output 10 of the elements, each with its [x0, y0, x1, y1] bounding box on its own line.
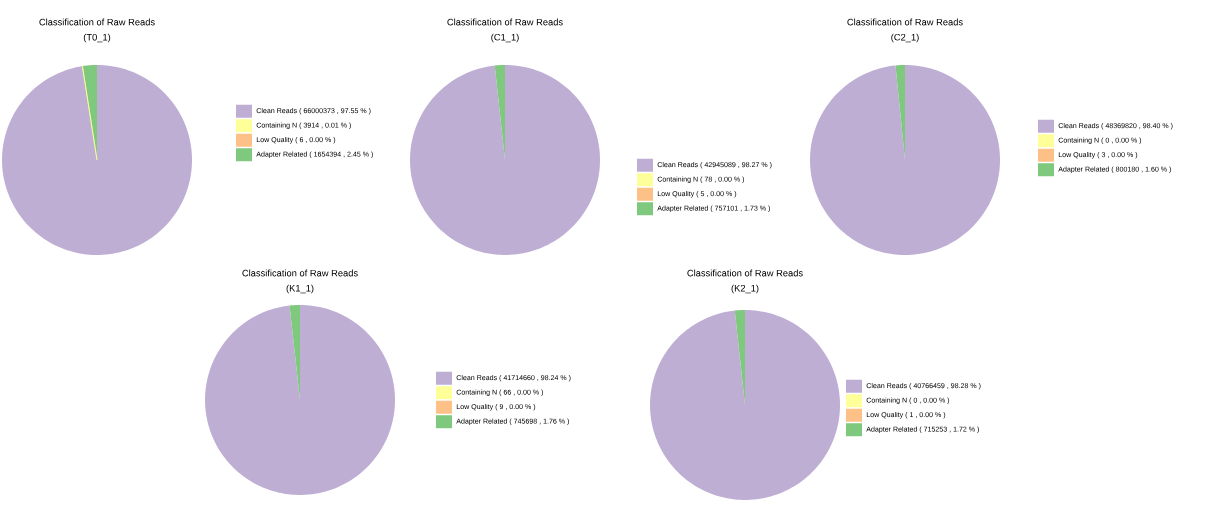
chart-subtitle: (C1_1) — [491, 33, 519, 43]
chart-title: Classification of Raw Reads — [242, 269, 358, 277]
chart-subtitle: (K2_1) — [731, 284, 759, 294]
chart-subtitle: (T0_1) — [83, 33, 111, 43]
chart-title: Classification of Raw Reads — [687, 269, 803, 277]
chart-subtitle: (K1_1) — [286, 284, 314, 294]
chart-title: Classification of Raw Reads — [847, 18, 963, 26]
chart-title: Classification of Raw Reads — [39, 18, 155, 26]
chart-title: Classification of Raw Reads — [447, 18, 563, 26]
chart-subtitle: (C2_1) — [891, 33, 919, 43]
